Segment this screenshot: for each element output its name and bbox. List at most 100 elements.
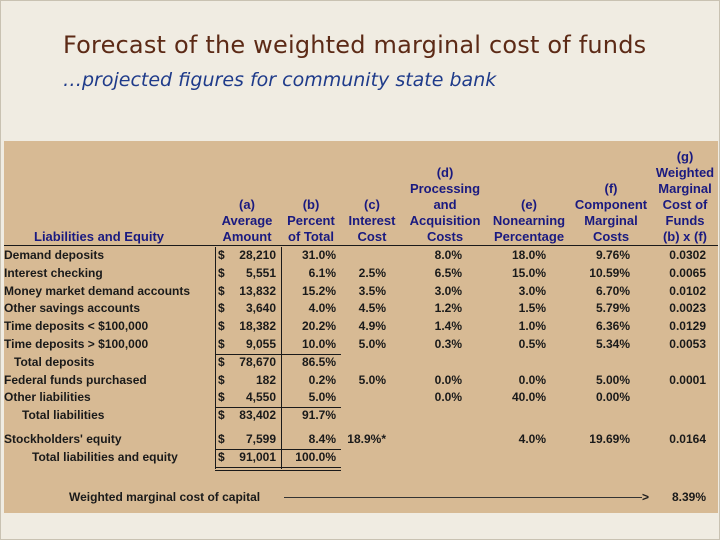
table-row: Other savings accounts $3,640 4.0% 4.5% 1.2%… <box>4 300 718 318</box>
row-amount: 18,382 <box>239 319 276 334</box>
row-processing-cost: 8.0% <box>434 248 462 262</box>
table-row: Stockholders' equity $7,599 8.4% 18.9%* 4.0%… <box>4 431 718 449</box>
row-label: Total deposits <box>14 354 95 369</box>
row-component-cost: 10.59% <box>589 265 630 280</box>
row-weighted-cost: 0.0065 <box>669 265 706 280</box>
row-amount: 78,670 <box>239 354 276 369</box>
row-weighted-cost: 0.0053 <box>669 337 706 351</box>
row-dollar-sign: $ <box>218 408 225 423</box>
row-component-cost: 0.00% <box>595 390 630 405</box>
row-nonearning-pct: 40.0% <box>511 390 546 405</box>
row-dollar-sign: $ <box>218 372 225 387</box>
row-label: Total liabilities <box>22 408 105 423</box>
row-percent-total: 8.4% <box>308 432 336 446</box>
row-interest-cost: 5.0% <box>358 372 386 387</box>
row-dollar-sign: $ <box>218 265 225 280</box>
row-label: Interest checking <box>4 265 103 280</box>
row-amount: 5,551 <box>245 265 276 280</box>
amount-column-divider-left <box>215 247 216 469</box>
grand-total-rule <box>215 469 341 471</box>
row-percent-total: 91.7% <box>301 408 336 423</box>
footer-leader-line <box>284 497 642 498</box>
row-processing-cost: 3.0% <box>434 283 462 298</box>
row-label: Stockholders' equity <box>4 432 122 446</box>
footer-value: 8.39% <box>671 490 706 504</box>
header-col-f: (f) Component Marginal Costs <box>574 181 648 244</box>
row-amount: 28,210 <box>239 248 276 262</box>
row-label: Other savings accounts <box>4 301 141 316</box>
row-processing-cost: 1.4% <box>434 319 462 334</box>
row-dollar-sign: $ <box>218 283 225 298</box>
row-processing-cost: 0.0% <box>434 372 462 387</box>
row-component-cost: 9.76% <box>595 248 630 262</box>
row-nonearning-pct: 0.5% <box>518 337 546 351</box>
row-interest-cost: 5.0% <box>358 337 386 351</box>
row-dollar-sign: $ <box>218 432 225 446</box>
row-amount: 91,001 <box>239 449 276 464</box>
row-component-cost: 19.69% <box>589 432 630 446</box>
subtotal-rule <box>215 407 341 409</box>
row-component-cost: 5.79% <box>595 301 630 316</box>
row-amount: 9,055 <box>245 337 276 351</box>
row-label: Time deposits < $100,000 <box>4 319 149 334</box>
footer-arrow-icon: > <box>642 490 650 504</box>
row-nonearning-pct: 1.5% <box>518 301 546 316</box>
row-interest-cost: 4.9% <box>358 319 386 334</box>
header-liabilities-equity: Liabilities and Equity <box>34 229 165 244</box>
row-percent-total: 86.5% <box>301 354 336 369</box>
table-row: Total liabilities and equity $91,001 100.0… <box>4 449 718 467</box>
row-weighted-cost: 0.0102 <box>669 283 706 298</box>
row-processing-cost: 1.2% <box>434 301 462 316</box>
row-nonearning-pct: 0.0% <box>518 372 546 387</box>
row-percent-total: 0.2% <box>308 372 336 387</box>
row-nonearning-pct: 18.0% <box>511 248 546 262</box>
row-nonearning-pct: 4.0% <box>518 432 546 446</box>
table-row: Federal funds purchased $182 0.2% 5.0% 0.0% 0… <box>4 372 718 390</box>
row-nonearning-pct: 15.0% <box>511 265 546 280</box>
table-row: Total deposits $78,670 86.5% <box>4 354 718 372</box>
row-dollar-sign: $ <box>218 337 225 351</box>
row-dollar-sign: $ <box>218 354 225 369</box>
row-label: Other liabilities <box>4 390 91 405</box>
row-weighted-cost: 0.0023 <box>669 301 706 316</box>
table-row: Demand deposits $28,210 31.0% 8.0% 18.0% 9.76… <box>4 247 718 265</box>
row-component-cost: 6.36% <box>595 319 630 334</box>
table-row: Time deposits > $100,000 $9,055 10.0% 5.0% 0… <box>4 336 718 354</box>
row-label: Total liabilities and equity <box>32 449 178 464</box>
row-dollar-sign: $ <box>218 449 225 464</box>
row-percent-total: 100.0% <box>295 449 336 464</box>
row-component-cost: 5.00% <box>595 372 630 387</box>
row-percent-total: 20.2% <box>301 319 336 334</box>
row-weighted-cost: 0.0001 <box>669 372 706 387</box>
table-row: Time deposits < $100,000 $18,382 20.2% 4.9%… <box>4 318 718 336</box>
subtotal-rule <box>215 448 341 450</box>
row-percent-total: 31.0% <box>301 248 336 262</box>
row-weighted-cost: 0.0302 <box>669 248 706 262</box>
row-label: Federal funds purchased <box>4 372 147 387</box>
row-processing-cost: 0.3% <box>434 337 462 351</box>
row-label: Demand deposits <box>4 248 105 262</box>
header-col-c: (c) Interest Cost <box>348 197 396 244</box>
row-label: Time deposits > $100,000 <box>4 337 149 351</box>
row-dollar-sign: $ <box>218 319 225 334</box>
row-dollar-sign: $ <box>218 390 225 405</box>
row-interest-cost: 3.5% <box>358 283 386 298</box>
row-amount: 13,832 <box>239 283 276 298</box>
table-row: Money market demand accounts $13,832 15.2%… <box>4 283 718 301</box>
row-interest-cost: 4.5% <box>358 301 386 316</box>
table-row: Interest checking $5,551 6.1% 2.5% 6.5% 15.0%… <box>4 265 718 283</box>
row-nonearning-pct: 1.0% <box>518 319 546 334</box>
row-percent-total: 6.1% <box>308 265 336 280</box>
amount-column-divider-right <box>281 247 282 469</box>
cost-of-funds-table: Liabilities and Equity (a) Average Amount … <box>4 141 718 513</box>
header-col-a: (a) Average Amount <box>221 197 273 244</box>
table-row: Other liabilities $4,550 5.0% 0.0% 40.0% 0.00… <box>4 389 718 407</box>
row-weighted-cost: 0.0164 <box>669 432 706 446</box>
row-dollar-sign: $ <box>218 248 225 262</box>
header-col-d: (d) Processing and Acquisition Costs <box>409 165 481 244</box>
row-amount: 83,402 <box>239 408 276 423</box>
row-amount: 3,640 <box>245 301 276 316</box>
row-percent-total: 4.0% <box>308 301 336 316</box>
header-divider <box>4 245 718 246</box>
row-nonearning-pct: 3.0% <box>518 283 546 298</box>
